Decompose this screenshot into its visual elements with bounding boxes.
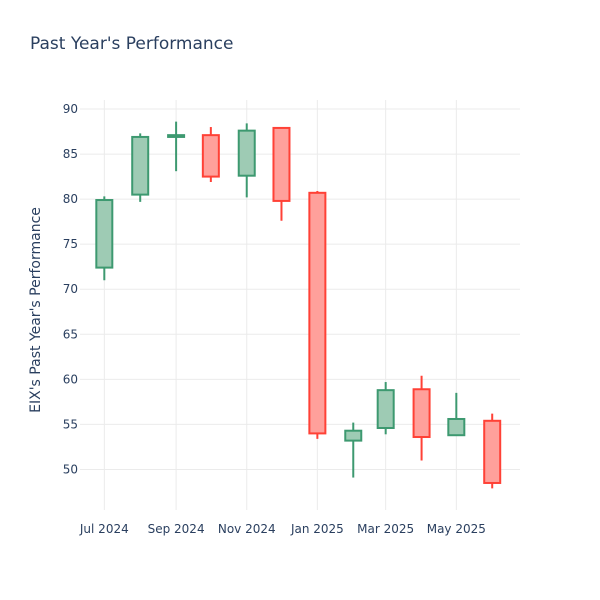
y-tick-label: 60 [63,372,78,386]
candle-body [447,417,466,437]
y-tick-label: 65 [63,327,78,341]
x-tick-label: Nov 2024 [218,522,276,536]
y-tick-label: 50 [63,462,78,476]
candle-body [376,389,395,429]
candle-body [483,419,502,484]
candle-body [167,134,186,138]
x-tick-label: May 2025 [427,522,486,536]
candle-body [308,191,327,435]
candle-body [201,134,220,178]
candle-body [412,388,431,439]
candle-body [344,429,363,442]
x-tick-label: Jul 2024 [79,522,129,536]
y-tick-label: 75 [63,237,78,251]
y-axis-title: EIX's Past Year's Performance [28,207,44,413]
y-tick-label: 55 [63,417,78,431]
x-tick-label: Sep 2024 [148,522,205,536]
y-tick-label: 90 [63,102,78,116]
candle-body [131,135,150,196]
candle-body [272,126,291,202]
y-tick-label: 70 [63,282,78,296]
y-tick-label: 80 [63,192,78,206]
y-tick-label: 85 [63,147,78,161]
x-tick-label: Mar 2025 [357,522,414,536]
candle-body [237,129,256,177]
x-tick-label: Jan 2025 [290,522,344,536]
chart-title: Past Year's Performance [30,34,234,54]
candle-body [95,199,114,269]
